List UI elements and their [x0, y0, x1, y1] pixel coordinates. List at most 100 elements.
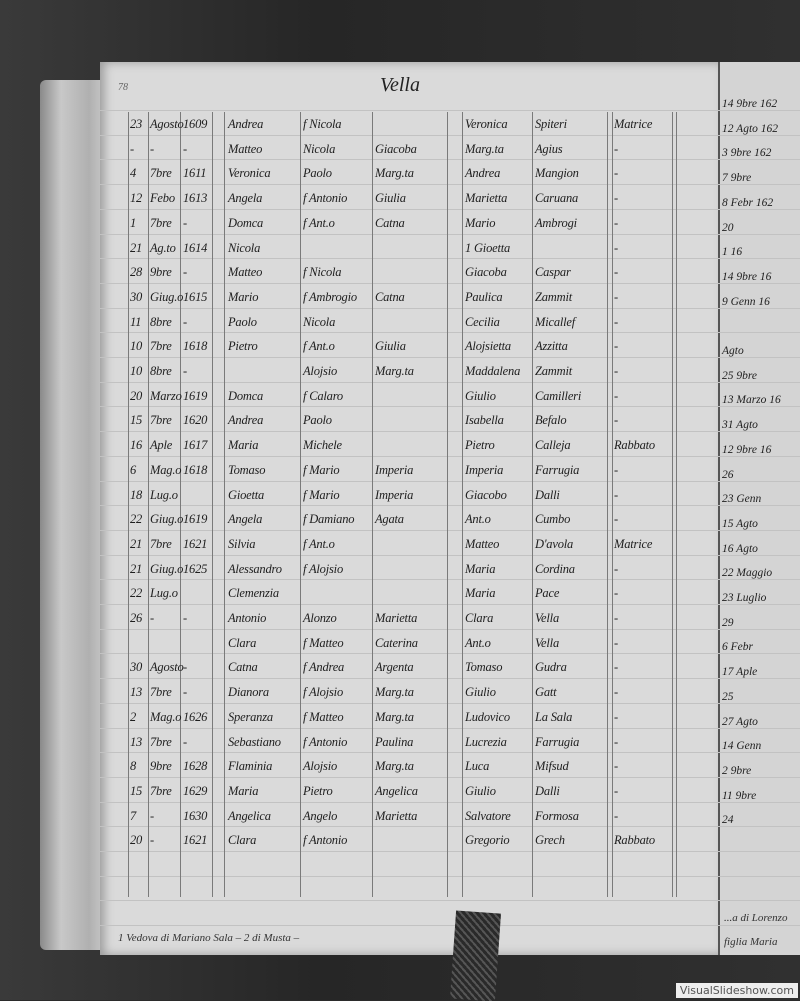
cell-month: Lug.o — [150, 586, 178, 601]
cell-name: Clara — [228, 833, 257, 848]
cell-spouse-surname: Gudra — [535, 660, 567, 675]
cell-year: 1620 — [183, 413, 208, 428]
column-rule — [128, 112, 129, 897]
right-footnote: figlia Maria — [724, 936, 778, 948]
cell-year: 1629 — [183, 783, 208, 798]
cell-month: 9bre — [150, 759, 172, 774]
table-row: 28 9bre - Matteo f Nicola Giacoba Caspar - — [0, 261, 800, 285]
cell-parish: Matrice — [614, 536, 653, 551]
column-rule — [612, 112, 613, 897]
cell-mother: Agata — [375, 512, 404, 527]
right-page-entry: 31 Agto — [722, 419, 758, 432]
cell-month: 7bre — [150, 783, 172, 798]
cell-name: Maria — [228, 438, 259, 453]
cell-spouse-surname: Grech — [535, 833, 565, 848]
cell-parish: - — [614, 660, 618, 675]
cell-mother: Angelica — [375, 783, 418, 798]
table-row: 20 Marzo 1619 Domca f Calaro Giulio Camilleri - — [0, 385, 800, 409]
cell-day: 16 — [130, 438, 143, 453]
cell-month: 7bre — [150, 339, 172, 354]
cell-father: f Alojsio — [303, 685, 343, 700]
cell-spouse-surname: Dalli — [535, 487, 560, 502]
cell-mother: Marg.ta — [375, 709, 414, 724]
ruled-line — [100, 826, 800, 828]
table-row: 1 7bre - Domca f Ant.o Catna Mario Ambrogi - — [0, 212, 800, 236]
cell-parish: - — [614, 487, 618, 502]
cell-day: 28 — [130, 265, 143, 280]
cell-name: Catna — [228, 660, 258, 675]
cell-day: 12 — [130, 191, 143, 206]
cell-father: Paolo — [303, 166, 332, 181]
cell-year: 1625 — [183, 561, 208, 576]
cell-spouse: Luca — [465, 759, 490, 774]
cell-father: f Matteo — [303, 635, 344, 650]
column-rule — [462, 112, 463, 897]
cell-year: 1613 — [183, 191, 208, 206]
column-rule — [532, 112, 533, 897]
cell-spouse-surname: La Sala — [535, 709, 573, 724]
ruled-line — [100, 653, 800, 655]
cell-parish: Rabbato — [614, 438, 655, 453]
cell-spouse: Marg.ta — [465, 141, 504, 156]
ruled-line — [100, 332, 800, 334]
column-rule — [676, 112, 677, 897]
cell-month: Mag.o — [150, 709, 182, 724]
cell-mother: Catna — [375, 289, 405, 304]
ruled-line — [100, 184, 800, 186]
left-page — [100, 62, 720, 955]
ruled-line — [100, 505, 800, 507]
table-row: 21 Giug.o 1625 Alessandro f Alojsio Maria Cord… — [0, 558, 800, 582]
cell-year: 1609 — [183, 117, 208, 131]
cell-day: 15 — [130, 413, 143, 428]
cell-spouse: Imperia — [465, 462, 504, 477]
cell-year: - — [183, 734, 187, 749]
cell-year: - — [183, 611, 187, 625]
ruled-line — [100, 554, 800, 556]
table-row: 20- 1621 Clara f Antonio Gregorio Grech Rabbat… — [0, 829, 800, 853]
cell-parish: - — [614, 339, 618, 354]
cell-day: 7 — [130, 808, 137, 823]
cell-month: 7bre — [150, 215, 172, 230]
column-rule — [180, 112, 181, 897]
cell-name: Antonio — [228, 611, 267, 625]
table-row: 13 7bre - Dianora f Alojsio Marg.ta Giulio Gatt… — [0, 681, 800, 705]
ruled-line — [100, 282, 800, 284]
cell-day: 26 — [130, 611, 143, 625]
table-row: 15 7bre 1629 Maria Pietro Angelica Giulio Dalli… — [0, 780, 800, 804]
right-page-entry: 14 9bre 162 — [722, 98, 778, 110]
cell-spouse-surname: Farrugia — [535, 734, 580, 749]
cell-year: 1621 — [183, 536, 208, 551]
ruled-line — [100, 455, 800, 457]
cell-spouse-surname: Cumbo — [535, 512, 571, 527]
right-page-entry: 23 Luglio — [722, 592, 767, 604]
cell-father: f Damiano — [303, 512, 355, 527]
cell-year: 1614 — [183, 240, 208, 255]
cell-name: Dianora — [228, 685, 269, 700]
cell-spouse: Marietta — [465, 191, 508, 206]
cell-month: Ag.to — [150, 240, 176, 255]
cell-year: 1621 — [183, 833, 208, 848]
cell-day: 6 — [130, 462, 137, 477]
cell-father: f Andrea — [303, 660, 345, 675]
cell-mother: Marg.ta — [375, 364, 414, 378]
right-page-entry: 12 9bre 16 — [722, 443, 772, 456]
right-page-entry: 1 16 — [722, 246, 743, 259]
ruled-line — [100, 110, 800, 111]
cell-year: - — [183, 215, 187, 230]
table-row: 13 7bre - Sebastiano f Antonio Paulina Lucrezi… — [0, 731, 800, 755]
right-page-entry: 3 9bre 162 — [722, 147, 772, 160]
cell-parish: - — [614, 141, 618, 156]
cell-parish: - — [614, 462, 618, 477]
ruled-line — [100, 357, 800, 358]
right-page-entry: 14 Genn — [722, 740, 762, 753]
table-row: 16 Aple 1617 Maria Michele Pietro Calleja Rabba… — [0, 434, 800, 458]
cell-parish: - — [614, 561, 618, 576]
cell-month: Giug.o — [150, 289, 184, 304]
cell-name: Andrea — [228, 413, 264, 428]
ruled-line — [100, 307, 800, 309]
right-page-entry: 12 Agto 162 — [722, 122, 779, 135]
table-row: 15 7bre 1620 Andrea Paolo Isabella Befalo - — [0, 409, 800, 433]
table-row: 10 7bre 1618 Pietro f Ant.o Giulia Alojsietta A… — [0, 335, 800, 359]
right-page-entry: 26 — [722, 468, 734, 481]
cell-spouse: Maria — [465, 586, 496, 601]
